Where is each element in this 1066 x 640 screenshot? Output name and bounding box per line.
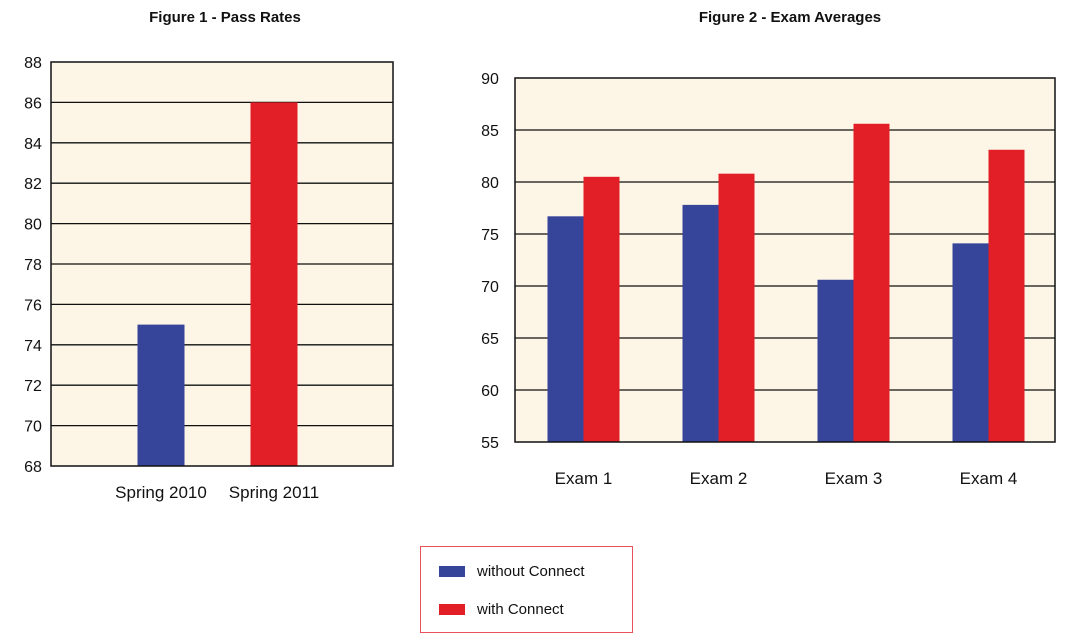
plot-frame xyxy=(514,77,1056,443)
bar-with-connect-exam-1 xyxy=(583,176,620,443)
x-category-label: Exam 4 xyxy=(960,469,1018,488)
legend: without Connect with Connect xyxy=(420,546,633,633)
x-category-label: Exam 3 xyxy=(825,469,883,488)
x-category-label: Spring 2011 xyxy=(229,483,319,502)
y-tick-label: 60 xyxy=(481,383,499,400)
figure-2-title: Figure 2 - Exam Averages xyxy=(698,9,882,26)
bar-without-connect-exam-3 xyxy=(817,279,854,442)
x-category-label: Exam 1 xyxy=(555,469,613,488)
y-tick-label: 90 xyxy=(481,71,499,88)
bar-with-connect-exam-3 xyxy=(853,123,890,442)
figure-1-pass-rates-chart: 68 70 72 74 76 78 80 82 84 86 88 Spring 2010 Spring … xyxy=(24,55,394,502)
y-tick-label: 80 xyxy=(24,217,42,234)
bar-spring-2010 xyxy=(137,324,185,466)
figure-2-exam-averages-chart: 55 60 65 70 75 80 85 90 Exam 1 Exam 2 Exam 3 Exam 4 xyxy=(481,71,1056,488)
bar-without-connect-exam-2 xyxy=(682,204,719,442)
y-tick-label: 65 xyxy=(481,331,499,348)
y-tick-label: 84 xyxy=(24,136,42,153)
y-tick-label: 68 xyxy=(24,459,42,476)
y-tick-label: 70 xyxy=(481,279,499,296)
bar-spring-2011 xyxy=(250,102,298,467)
figure-1-title: Figure 1 - Pass Rates xyxy=(149,9,301,26)
bar-with-connect-exam-4 xyxy=(988,149,1025,442)
y-tick-label: 78 xyxy=(24,257,42,274)
legend-label-without-connect: without Connect xyxy=(477,563,585,580)
x-category-label: Spring 2010 xyxy=(115,483,207,502)
y-tick-label: 74 xyxy=(24,338,42,355)
y-tick-label: 82 xyxy=(24,176,42,193)
y-tick-label: 72 xyxy=(24,378,42,395)
y-tick-label: 88 xyxy=(24,55,42,72)
plot-frame xyxy=(50,61,394,467)
bar-with-connect-exam-2 xyxy=(718,173,755,442)
bar-without-connect-exam-1 xyxy=(547,216,584,442)
y-tick-label: 86 xyxy=(24,95,42,112)
y-tick-label: 55 xyxy=(481,435,499,452)
x-category-label: Exam 2 xyxy=(690,469,748,488)
legend-item-without-connect: without Connect xyxy=(439,563,585,580)
y-tick-label: 70 xyxy=(24,419,42,436)
y-tick-label: 85 xyxy=(481,123,499,140)
figures-canvas: 68 70 72 74 76 78 80 82 84 86 88 Spring 2010 Spring … xyxy=(24,55,1056,502)
legend-label-with-connect: with Connect xyxy=(477,601,564,618)
y-tick-label: 75 xyxy=(481,227,499,244)
legend-swatch-without-connect xyxy=(439,566,465,577)
legend-swatch-with-connect xyxy=(439,604,465,615)
bar-without-connect-exam-4 xyxy=(952,243,989,442)
y-tick-label: 80 xyxy=(481,175,499,192)
y-tick-label: 76 xyxy=(24,297,42,314)
legend-item-with-connect: with Connect xyxy=(439,601,564,618)
